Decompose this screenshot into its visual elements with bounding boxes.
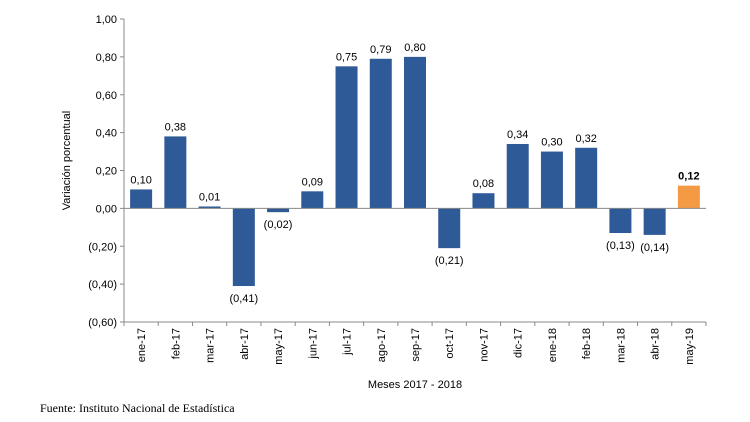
value-label: 0,32 — [575, 133, 596, 145]
x-tick-label: feb-17 — [170, 328, 182, 359]
bar-feb-17 — [164, 136, 187, 209]
x-tick-label: ene-17 — [136, 328, 148, 362]
x-tick-label: jul-17 — [342, 328, 354, 356]
x-tick-label: may-19 — [684, 328, 696, 365]
x-tick-label: may-17 — [273, 328, 285, 365]
bar-abr-17 — [232, 208, 255, 287]
y-axis-title: Variación porcentual — [61, 111, 73, 210]
source-note: Fuente: Instituto Nacional de Estadístic… — [40, 401, 235, 415]
y-tick-label: (0,40) — [88, 279, 117, 291]
value-label: (0,21) — [435, 255, 464, 267]
value-label: (0,14) — [640, 242, 669, 254]
x-tick-label: ene-18 — [547, 328, 559, 362]
bar-nov-17 — [472, 193, 495, 209]
value-label: 0,34 — [507, 129, 528, 141]
bar-oct-17 — [438, 208, 461, 249]
value-label: (0,13) — [606, 240, 635, 252]
y-ticks: 1,00 0,80 0,60 0,40 0,20 0,00 (0,20) (0,40) (0,6… — [88, 14, 124, 329]
y-tick-label: 0,40 — [96, 128, 117, 140]
y-tick-label: 0,20 — [96, 166, 117, 178]
value-label: 0,79 — [370, 44, 391, 56]
value-label: 0,80 — [404, 42, 425, 54]
bar-feb-18 — [575, 147, 598, 209]
bar-jul-17 — [335, 66, 358, 209]
y-tick-label: (0,20) — [88, 241, 117, 253]
x-tick-label: nov-17 — [478, 328, 490, 362]
bar-may-17 — [267, 208, 290, 213]
x-axis-title: Meses 2017 - 2018 — [368, 379, 462, 391]
y-tick-label: (0,60) — [88, 317, 117, 329]
bar-mar-18 — [609, 208, 632, 233]
value-label: (0,02) — [264, 219, 293, 231]
bar-abr-18 — [643, 208, 666, 235]
x-tick-label: oct-17 — [444, 328, 456, 359]
value-label: 0,10 — [130, 174, 151, 186]
y-tick-label: 0,60 — [96, 90, 117, 102]
value-label: (0,41) — [229, 293, 258, 305]
x-tick-label: dic-17 — [513, 328, 525, 358]
bar-ene-17 — [130, 189, 153, 209]
bar-ene-18 — [540, 151, 563, 209]
value-label: 0,75 — [336, 51, 357, 63]
value-label: 0,01 — [199, 191, 220, 203]
x-tick-label: abr-17 — [239, 328, 251, 360]
bars: 0,10 0,38 0,01 (0,41) (0,02) 0,09 0,75 0,79 0,80… — [130, 42, 700, 305]
bar-mar-17 — [198, 206, 221, 209]
bar-sep-17 — [404, 56, 426, 209]
x-tick-label: feb-18 — [581, 328, 593, 359]
x-tick-label: sep-17 — [410, 328, 422, 362]
value-label: 0,38 — [165, 121, 186, 133]
value-label: 0,09 — [302, 176, 323, 188]
x-tick-label: jun-17 — [307, 328, 319, 360]
y-tick-label: 1,00 — [96, 14, 117, 26]
x-tick-label: mar-18 — [615, 328, 627, 363]
value-label: 0,08 — [473, 178, 494, 190]
y-tick-label: 0,80 — [96, 52, 117, 64]
bar-ago-17 — [369, 58, 392, 209]
bar-jun-17 — [301, 191, 324, 209]
bar-may-19 — [677, 185, 700, 209]
x-tick-label: abr-18 — [650, 328, 662, 360]
bar-dic-17 — [506, 143, 529, 209]
y-tick-label: 0,00 — [96, 203, 117, 215]
value-label: 0,12 — [678, 171, 699, 183]
x-ticks: ene-17 feb-17 mar-17 abr-17 may-17 jun-17 jul-… — [123, 321, 707, 365]
x-tick-label: ago-17 — [376, 328, 388, 362]
x-tick-label: mar-17 — [205, 328, 217, 363]
value-label: 0,30 — [541, 137, 562, 149]
